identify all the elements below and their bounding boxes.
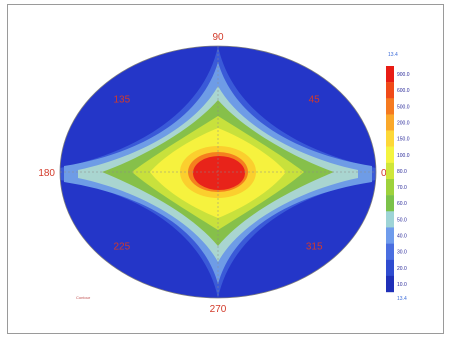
angle-label-45: 45 xyxy=(309,95,321,106)
legend-label-9: 50.0 xyxy=(397,217,407,223)
legend-swatch-13 xyxy=(386,275,394,293)
footer-note: Contour xyxy=(76,295,91,300)
legend-swatch-8 xyxy=(386,195,394,212)
legend-label-12: 20.0 xyxy=(397,266,407,272)
angle-label-0: 0 xyxy=(381,168,387,179)
legend-label-4: 150.0 xyxy=(397,137,410,143)
grid xyxy=(60,46,376,298)
legend-label-5: 100.0 xyxy=(397,153,410,159)
angle-label-225: 225 xyxy=(113,242,130,253)
legend-label-10: 40.0 xyxy=(397,234,407,240)
legend-swatch-4 xyxy=(386,130,394,147)
legend-label-8: 60.0 xyxy=(397,201,407,207)
legend-label-0: 900.0 xyxy=(397,72,410,78)
angle-label-315: 315 xyxy=(306,242,323,253)
legend-label-11: 30.0 xyxy=(397,250,407,256)
legend-bottom-label: 13.4 xyxy=(397,296,407,302)
legend-swatch-10 xyxy=(386,227,394,244)
legend-label-3: 200.0 xyxy=(397,121,410,127)
legend-swatch-11 xyxy=(386,243,394,260)
legend-swatch-9 xyxy=(386,211,394,228)
legend: 13.4 900.0 600.0 500.0 200.0 150.0 100.0 80.0 70… xyxy=(386,52,410,302)
legend-top-label: 13.4 xyxy=(388,52,398,58)
legend-swatch-2 xyxy=(386,98,394,115)
legend-label-7: 70.0 xyxy=(397,185,407,191)
angle-label-180: 180 xyxy=(38,168,55,179)
angle-labels: 90 45 0 315 270 225 180 135 xyxy=(38,32,387,315)
legend-swatch-7 xyxy=(386,179,394,196)
angle-label-270: 270 xyxy=(210,304,227,315)
legend-swatch-12 xyxy=(386,259,394,277)
angle-label-90: 90 xyxy=(212,32,224,43)
legend-swatch-5 xyxy=(386,146,394,164)
legend-label-1: 600.0 xyxy=(397,88,410,94)
angle-label-135: 135 xyxy=(113,95,130,106)
contour-band-red xyxy=(193,156,245,190)
legend-label-13: 10.0 xyxy=(397,282,407,288)
legend-swatch-6 xyxy=(386,162,394,180)
legend-label-2: 500.0 xyxy=(397,104,410,110)
legend-label-6: 80.0 xyxy=(397,169,407,175)
legend-swatch-0 xyxy=(386,66,394,83)
legend-swatch-3 xyxy=(386,114,394,131)
legend-swatch-1 xyxy=(386,82,394,99)
contour-area xyxy=(60,46,376,298)
